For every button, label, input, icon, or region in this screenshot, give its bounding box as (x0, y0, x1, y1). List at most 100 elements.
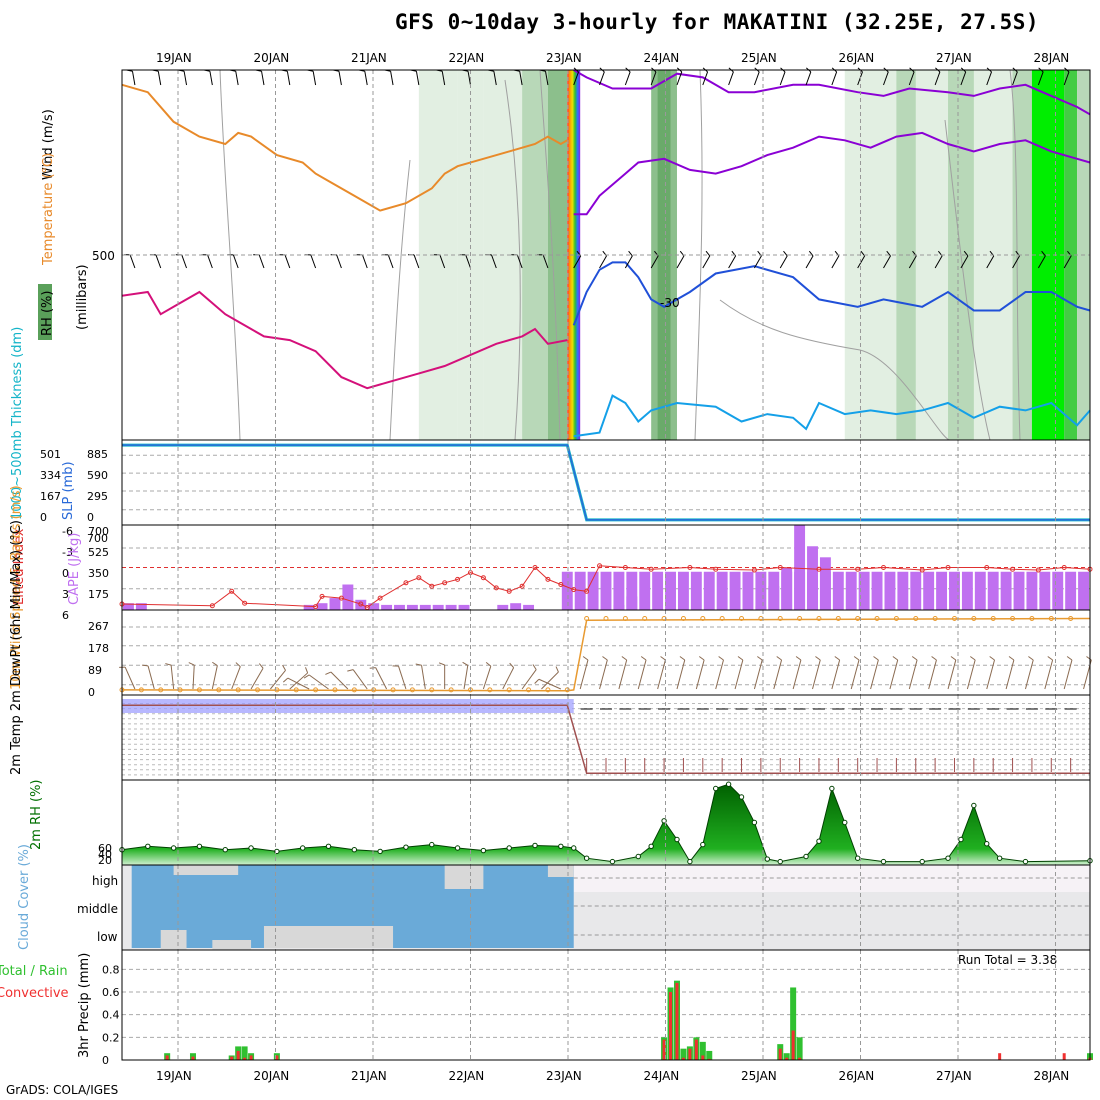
li-point (984, 565, 990, 570)
rh-point (532, 842, 538, 849)
precip-conv-bar (236, 1050, 240, 1060)
li-point (571, 587, 577, 593)
rh-point (751, 819, 758, 826)
upper-barb (1037, 71, 1044, 86)
rh-point (170, 845, 177, 851)
cape-bar (135, 603, 147, 610)
cape-bar (432, 604, 444, 610)
cape-bar (458, 604, 470, 610)
cape-bar (639, 571, 651, 610)
wind-point (1048, 616, 1054, 621)
wind-barb-flag (621, 656, 627, 661)
li-point (545, 576, 551, 582)
mid-barb-flag (808, 250, 814, 257)
wind-barb-flag (873, 656, 879, 661)
wind-barb (889, 659, 899, 690)
upper-barb (157, 71, 162, 86)
date-label-bottom: 22JAN (449, 1069, 485, 1083)
wind-point (351, 687, 357, 693)
wind-point (448, 687, 454, 693)
upper-barb (960, 71, 967, 86)
mid-barb (465, 254, 471, 269)
ylabel-temp: Temperature (°C) (41, 153, 56, 266)
precip-tick: 0.6 (102, 986, 120, 999)
wind-barb-flag (911, 656, 918, 661)
li-point (919, 567, 925, 573)
upper-barb (441, 71, 446, 86)
wind-barb (352, 669, 368, 690)
cape-bar (884, 571, 896, 610)
cape-bar (1013, 571, 1025, 610)
cape-bar (819, 571, 831, 610)
wind-barb (657, 659, 666, 690)
panel-frame-precip (121, 949, 1091, 1061)
rh-point (299, 845, 306, 851)
credit-text: GrADS: COLA/IGES (6, 1083, 119, 1097)
cape-tick: 525 (88, 546, 109, 559)
rh-point (984, 841, 990, 847)
ylabel-millibars: (millibars) (75, 264, 90, 330)
upper-barb (364, 71, 368, 86)
mid-barb (624, 255, 633, 269)
contour-label: -30 (660, 296, 680, 310)
wind-barb-flag (555, 666, 559, 673)
wind-barb (753, 659, 763, 690)
li-point (597, 563, 603, 569)
wind-point (332, 687, 338, 693)
wind-point (700, 616, 706, 621)
temp-series-4 (572, 261, 1091, 326)
upper-barb (519, 71, 523, 86)
mid-barb (960, 255, 969, 269)
mid-barb (207, 254, 213, 269)
wind-barb-flag (640, 656, 647, 661)
upper-barb (728, 71, 734, 86)
mid-barb-flag (963, 250, 969, 257)
mid-barb-flag (705, 250, 711, 257)
wind-point (506, 687, 512, 693)
rh-point (777, 858, 783, 865)
wind-barb-flag (602, 656, 608, 661)
wind-barb (928, 659, 937, 690)
wind-barb-flag (970, 656, 976, 661)
cloud-tick: middle (77, 902, 118, 916)
wind-barb (1005, 659, 1015, 690)
date-label-top: 19JAN (156, 51, 192, 65)
li-point (558, 582, 564, 587)
precip-conv-bar (791, 1030, 795, 1060)
cape-bar (923, 571, 935, 610)
mid-barb (361, 254, 368, 269)
li-point (442, 580, 448, 586)
cloud-gap (444, 865, 484, 889)
wind-barb-flag (305, 667, 309, 674)
wind-point (680, 616, 686, 621)
mid-barb (336, 254, 342, 269)
rh-point (248, 845, 254, 851)
mid-barb (650, 255, 659, 269)
date-label-top: 20JAN (254, 51, 290, 65)
li-tick: 6 (62, 609, 69, 622)
wind-point (371, 687, 377, 693)
precip-conv-bar (662, 1039, 666, 1060)
precip-conv-bar (275, 1055, 279, 1060)
precip-conv-bar (675, 982, 679, 1060)
wind-barb (695, 659, 705, 690)
wind-barb-flag (660, 656, 666, 661)
cape-bar (910, 571, 922, 610)
cloud-gap (160, 930, 187, 950)
date-label-top: 21JAN (351, 51, 387, 65)
cape-bar (523, 604, 535, 610)
mid-barb (857, 255, 866, 269)
wind-barb-flag (347, 669, 354, 672)
wind-barb-flag (950, 656, 957, 661)
wind-barb-flag (235, 662, 241, 667)
precip-total-bar (706, 1050, 713, 1060)
contour-grey (694, 69, 703, 441)
mid-barb (702, 255, 711, 269)
rh-point (725, 781, 732, 787)
wind-point (293, 687, 299, 693)
wind-point (390, 687, 396, 693)
mid-barb (728, 255, 737, 269)
wind-barb-flag (532, 664, 537, 670)
upper-barb (702, 71, 709, 86)
wind-barb (831, 659, 841, 690)
